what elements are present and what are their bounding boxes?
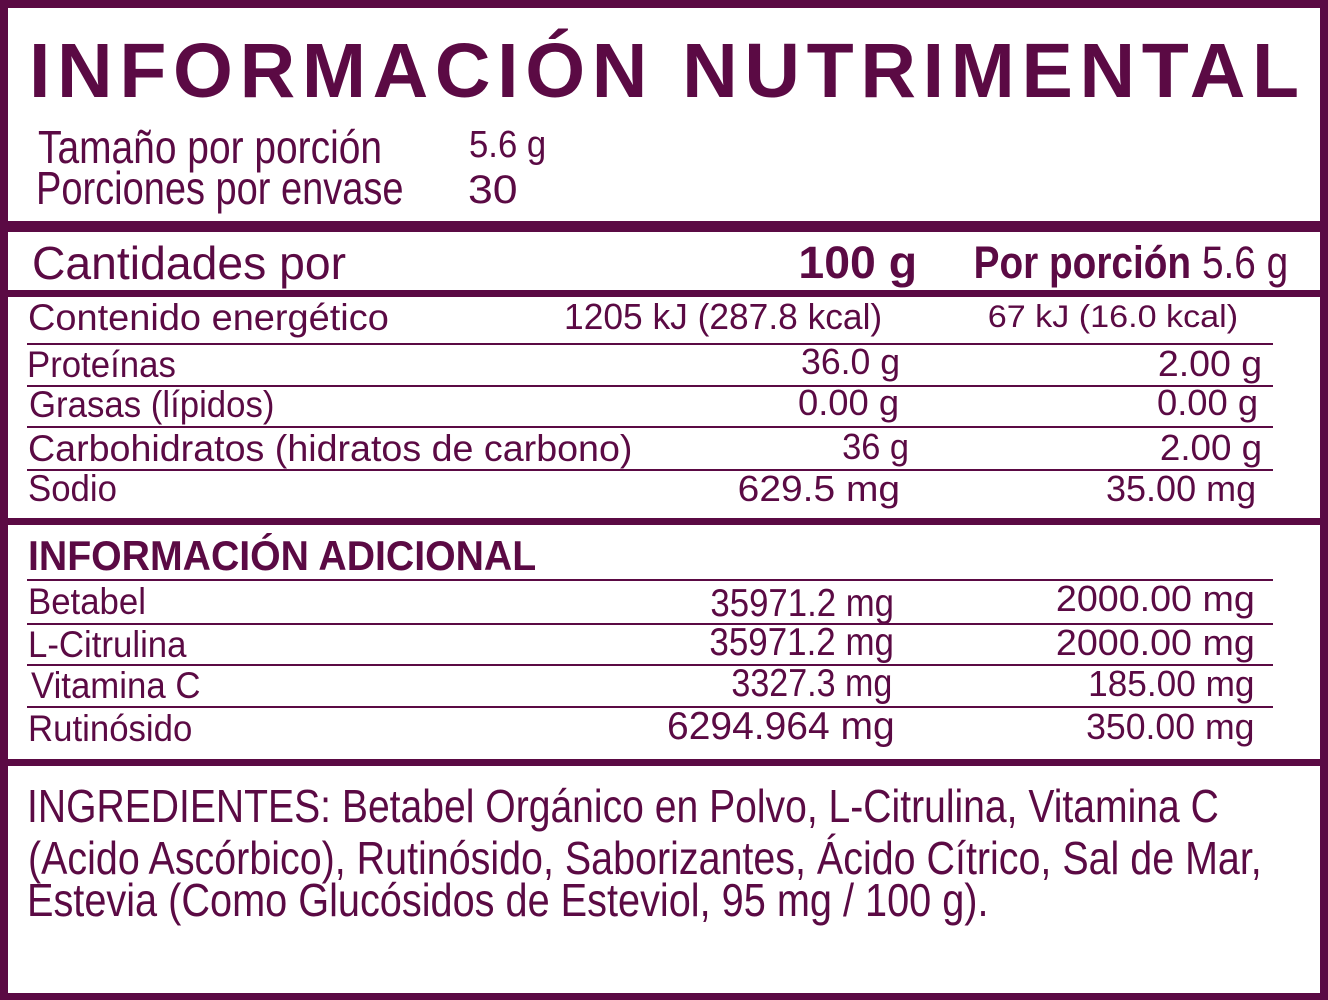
additional-portion-value: 185.00 mg	[1087, 662, 1255, 704]
nutrient-per100-value: 1205 kJ (287.8 kcal)	[564, 296, 883, 338]
column-header-portion: Por porción 5.6 g	[973, 240, 1288, 285]
ingredients-text-line: INGREDIENTES: Betabel Orgánico en Polvo,…	[27, 779, 1219, 832]
ingredients-text-line: (Acido Ascórbico), Rutinósido, Saborizan…	[28, 831, 1262, 884]
additional-title-underline	[27, 578, 1273, 582]
row-separator-line	[27, 705, 1273, 708]
row-separator-line	[27, 426, 1273, 429]
nutrient-per100-value: 36.0 g	[801, 341, 901, 382]
additional-portion-value: 2000.00 mg	[1056, 578, 1255, 620]
additional-per100-value: 6294.964 mg	[667, 704, 895, 748]
additional-label: L-Citrulina	[28, 624, 187, 666]
additional-portion-value: 350.00 mg	[1085, 705, 1255, 747]
nutrient-per100-value: 36 g	[842, 426, 909, 467]
row-separator-line	[27, 343, 1273, 346]
section-divider-band	[0, 220, 1328, 232]
column-header-portion-size: 5.6 g	[1201, 236, 1288, 288]
amounts-header-underline	[0, 290, 1328, 297]
nutrient-portion-value: 67 kJ (16.0 kcal)	[988, 298, 1239, 335]
nutrient-label: Contenido energético	[27, 297, 389, 339]
additional-per100-value: 3327.3 mg	[731, 661, 892, 705]
additional-label: Rutinósido	[28, 708, 193, 750]
column-header-100g: 100 g	[798, 236, 917, 288]
row-separator-line	[27, 384, 1273, 387]
section-divider-band	[0, 759, 1328, 766]
nutrient-label: Carbohidratos (hidratos de carbono)	[27, 428, 632, 470]
section-divider-band	[0, 517, 1328, 526]
additional-per100-value: 35971.2 mg	[710, 581, 894, 625]
additional-portion-value: 2000.00 mg	[1056, 621, 1255, 663]
column-header-portion-label: Por porción	[973, 236, 1191, 288]
nutrient-portion-value: 2.00 g	[1159, 426, 1262, 468]
additional-label: Vitamina C	[31, 665, 201, 707]
servings-per-container-value: 30	[468, 167, 518, 212]
nutrient-portion-value: 0.00 g	[1156, 382, 1258, 423]
row-separator-line	[27, 622, 1273, 625]
additional-info-title: INFORMACIÓN ADICIONAL	[28, 532, 537, 580]
serving-size-label: Tamaño por porción	[38, 121, 383, 174]
nutrient-portion-value: 2.00 g	[1157, 343, 1262, 384]
ingredients-text-line: Estevia (Como Glucósidos de Esteviol, 95…	[27, 873, 989, 926]
row-separator-line	[27, 468, 1273, 471]
nutrient-portion-value: 35.00 mg	[1106, 467, 1257, 509]
page-title: INFORMACIÓN NUTRIMENTAL	[29, 27, 1306, 114]
additional-label: Betabel	[28, 581, 146, 623]
nutrient-per100-value: 629.5 mg	[737, 467, 900, 509]
row-separator-line	[27, 663, 1273, 666]
servings-per-container-label: Porciones por envase	[36, 161, 404, 214]
serving-size-value: 5.6 g	[469, 123, 547, 166]
amounts-per-header-label: Cantidades por	[32, 236, 347, 289]
nutrient-label: Sodio	[27, 468, 117, 510]
additional-per100-value: 35971.2 mg	[709, 621, 894, 665]
nutrient-label: Proteínas	[26, 344, 176, 386]
nutrient-label: Grasas (lípidos)	[28, 384, 274, 426]
nutrient-per100-value: 0.00 g	[797, 382, 899, 423]
